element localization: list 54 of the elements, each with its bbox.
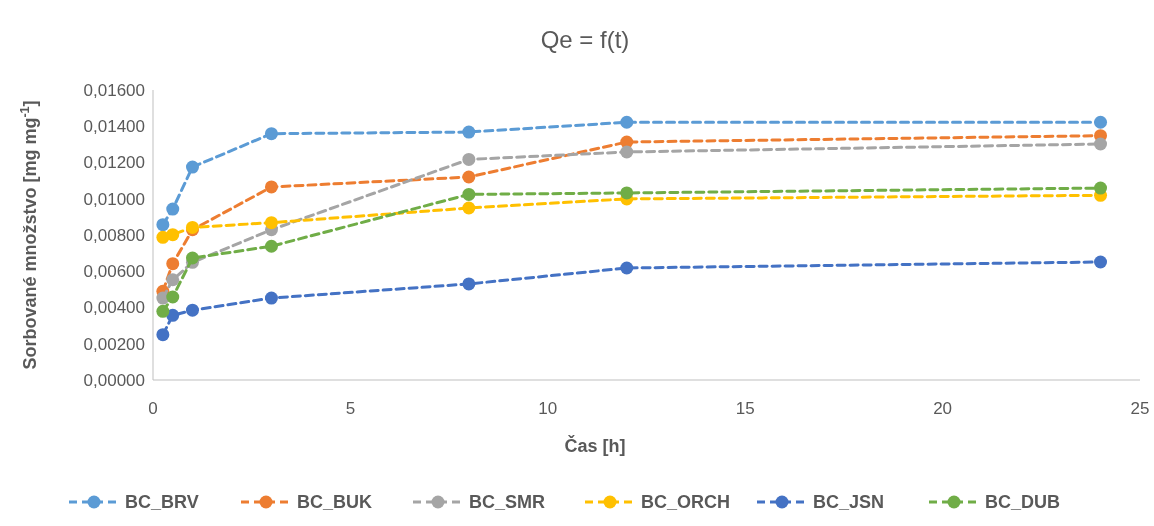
legend-label: BC_BUK: [297, 492, 373, 513]
x-tick-label: 25: [1130, 399, 1150, 418]
x-tick-label: 20: [933, 399, 953, 418]
point: [462, 152, 476, 166]
point: [462, 201, 476, 215]
point: [264, 216, 278, 230]
chart-title: Qe = f(t): [540, 26, 630, 53]
point: [264, 239, 278, 253]
x-tick-label: 5: [345, 399, 356, 418]
point: [156, 304, 170, 318]
point: [462, 125, 476, 139]
legend-label: BC_DUB: [985, 492, 1061, 513]
point: [166, 202, 180, 216]
legend-label: BC_SMR: [469, 492, 546, 513]
point: [185, 160, 199, 174]
point: [166, 308, 180, 322]
point: [156, 328, 170, 342]
x-tick-label: 15: [735, 399, 755, 418]
point: [1094, 181, 1108, 195]
point: [620, 145, 634, 159]
y-tick-label: 0,01600: [83, 80, 145, 100]
x-tick-label: 10: [538, 399, 558, 418]
y-tick-label: 0,01400: [83, 117, 145, 137]
point: [166, 257, 180, 271]
point: [462, 187, 476, 201]
point: [462, 277, 476, 291]
point: [166, 290, 180, 304]
point: [462, 170, 476, 184]
y-tick-label: 0,00800: [83, 225, 145, 245]
y-tick-label: 0,00400: [83, 298, 145, 318]
point: [620, 186, 634, 200]
point: [620, 115, 634, 129]
y-tick-label: 0,01000: [83, 189, 145, 209]
point: [1094, 137, 1108, 151]
y-tick-label: 0,00000: [83, 370, 145, 390]
point: [166, 228, 180, 242]
point: [264, 127, 278, 141]
legend-label: BC_JSN: [813, 492, 885, 513]
point: [264, 180, 278, 194]
point: [264, 291, 278, 305]
y-tick-label: 0,00600: [83, 262, 145, 282]
legend-label: BC_ORCH: [641, 492, 731, 513]
point: [1094, 255, 1108, 269]
x-tick-label: 0: [148, 399, 158, 418]
legend-label: BC_BRV: [125, 492, 199, 513]
x-axis-title: Čas [h]: [564, 435, 626, 456]
point: [620, 261, 634, 275]
point: [166, 273, 180, 287]
point: [156, 218, 170, 232]
y-tick-label: 0,00200: [83, 334, 145, 354]
y-tick-label: 0,01200: [83, 153, 145, 173]
point: [1094, 115, 1108, 129]
point: [185, 251, 199, 265]
point: [185, 303, 199, 317]
